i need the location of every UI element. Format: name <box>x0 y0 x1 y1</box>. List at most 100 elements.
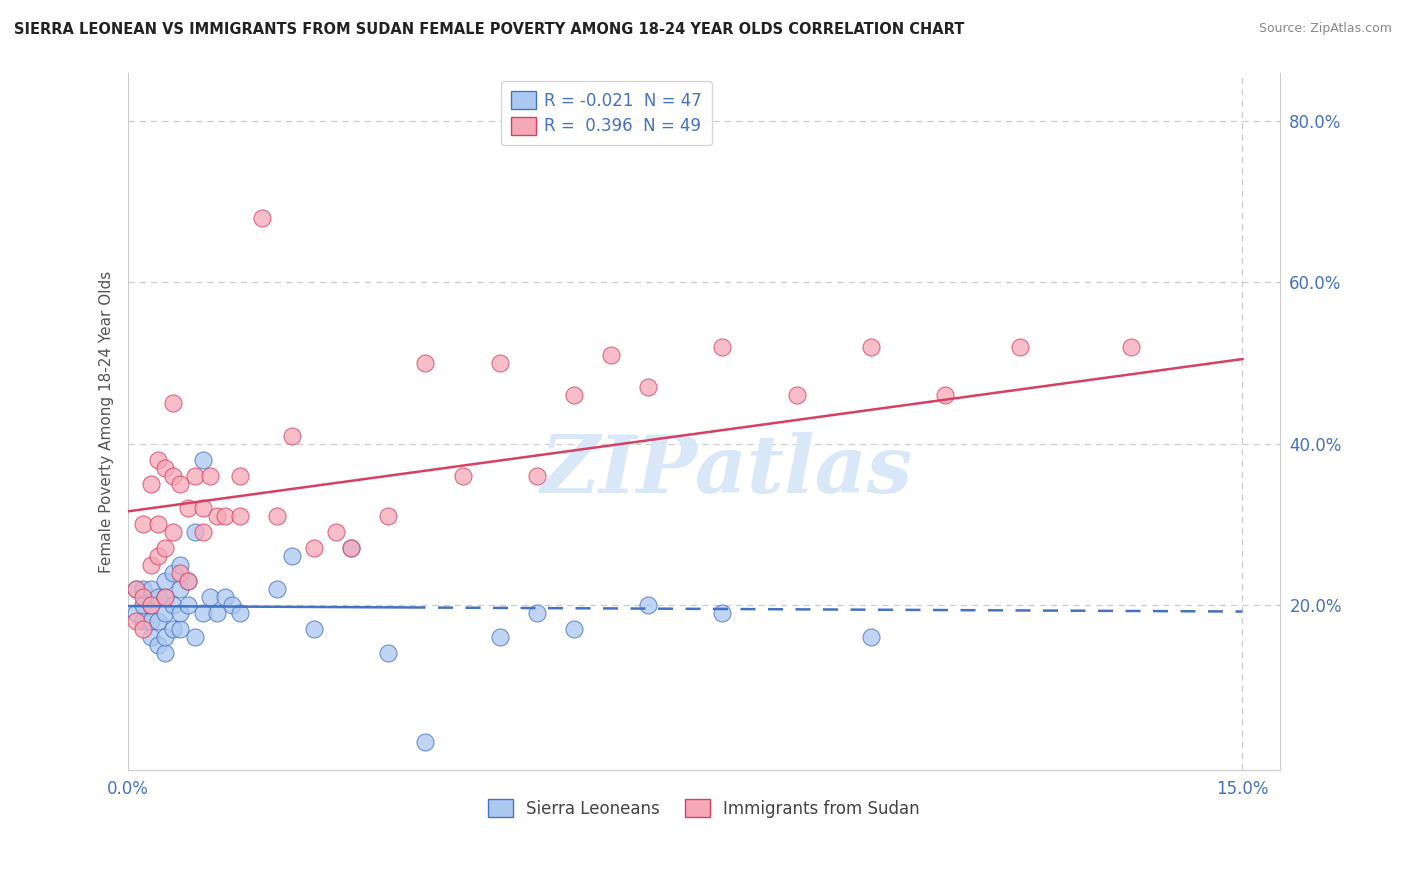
Point <box>124 582 146 596</box>
Point <box>162 598 184 612</box>
Point <box>146 638 169 652</box>
Point <box>184 525 207 540</box>
Point <box>1008 340 1031 354</box>
Point <box>711 340 734 354</box>
Point <box>146 549 169 564</box>
Text: Source: ZipAtlas.com: Source: ZipAtlas.com <box>1258 22 1392 36</box>
Point <box>146 452 169 467</box>
Point <box>198 590 221 604</box>
Point <box>377 646 399 660</box>
Point <box>228 509 250 524</box>
Point <box>169 606 191 620</box>
Point <box>176 574 198 588</box>
Point <box>488 356 510 370</box>
Point <box>169 582 191 596</box>
Point <box>176 574 198 588</box>
Point <box>155 460 177 475</box>
Point <box>146 614 169 628</box>
Point <box>207 606 229 620</box>
Point <box>162 525 184 540</box>
Point <box>132 582 155 596</box>
Point <box>198 468 221 483</box>
Point <box>1119 340 1142 354</box>
Point <box>162 566 184 580</box>
Point <box>155 590 177 604</box>
Point <box>139 582 162 596</box>
Point <box>302 541 325 556</box>
Point <box>176 598 198 612</box>
Point <box>860 630 883 644</box>
Point <box>184 630 207 644</box>
Point <box>302 622 325 636</box>
Point <box>139 630 162 644</box>
Point <box>176 501 198 516</box>
Point <box>146 517 169 532</box>
Point <box>191 452 214 467</box>
Point <box>451 468 474 483</box>
Point <box>266 509 288 524</box>
Point <box>266 582 288 596</box>
Point <box>124 582 146 596</box>
Point <box>155 606 177 620</box>
Y-axis label: Female Poverty Among 18-24 Year Olds: Female Poverty Among 18-24 Year Olds <box>100 270 114 573</box>
Point <box>124 614 146 628</box>
Point <box>221 598 243 612</box>
Point <box>162 396 184 410</box>
Point <box>250 211 273 225</box>
Text: SIERRA LEONEAN VS IMMIGRANTS FROM SUDAN FEMALE POVERTY AMONG 18-24 YEAR OLDS COR: SIERRA LEONEAN VS IMMIGRANTS FROM SUDAN … <box>14 22 965 37</box>
Point <box>377 509 399 524</box>
Point <box>155 574 177 588</box>
Point <box>155 630 177 644</box>
Point <box>132 614 155 628</box>
Point <box>228 606 250 620</box>
Point <box>169 566 191 580</box>
Text: ZIPatlas: ZIPatlas <box>541 432 912 509</box>
Point <box>184 468 207 483</box>
Point <box>132 517 155 532</box>
Point <box>191 606 214 620</box>
Point <box>526 468 548 483</box>
Point <box>124 606 146 620</box>
Point <box>526 606 548 620</box>
Point <box>562 622 585 636</box>
Point <box>139 477 162 491</box>
Point <box>488 630 510 644</box>
Point <box>280 549 302 564</box>
Point <box>155 646 177 660</box>
Point <box>162 468 184 483</box>
Point <box>280 428 302 442</box>
Point <box>169 477 191 491</box>
Point <box>562 388 585 402</box>
Point <box>214 509 236 524</box>
Point <box>169 622 191 636</box>
Point <box>340 541 363 556</box>
Point <box>637 598 659 612</box>
Point <box>214 590 236 604</box>
Point <box>228 468 250 483</box>
Point <box>132 598 155 612</box>
Point <box>191 525 214 540</box>
Point <box>325 525 347 540</box>
Point <box>139 598 162 612</box>
Point <box>860 340 883 354</box>
Point <box>207 509 229 524</box>
Point <box>139 614 162 628</box>
Point <box>132 590 155 604</box>
Point <box>139 598 162 612</box>
Point <box>146 590 169 604</box>
Point <box>637 380 659 394</box>
Point <box>415 356 437 370</box>
Point <box>786 388 808 402</box>
Point <box>155 590 177 604</box>
Legend: Sierra Leoneans, Immigrants from Sudan: Sierra Leoneans, Immigrants from Sudan <box>481 792 927 824</box>
Point <box>169 558 191 572</box>
Point <box>711 606 734 620</box>
Point <box>934 388 956 402</box>
Point <box>191 501 214 516</box>
Point <box>132 622 155 636</box>
Point <box>139 558 162 572</box>
Point <box>600 348 623 362</box>
Point <box>162 622 184 636</box>
Point <box>340 541 363 556</box>
Point <box>415 735 437 749</box>
